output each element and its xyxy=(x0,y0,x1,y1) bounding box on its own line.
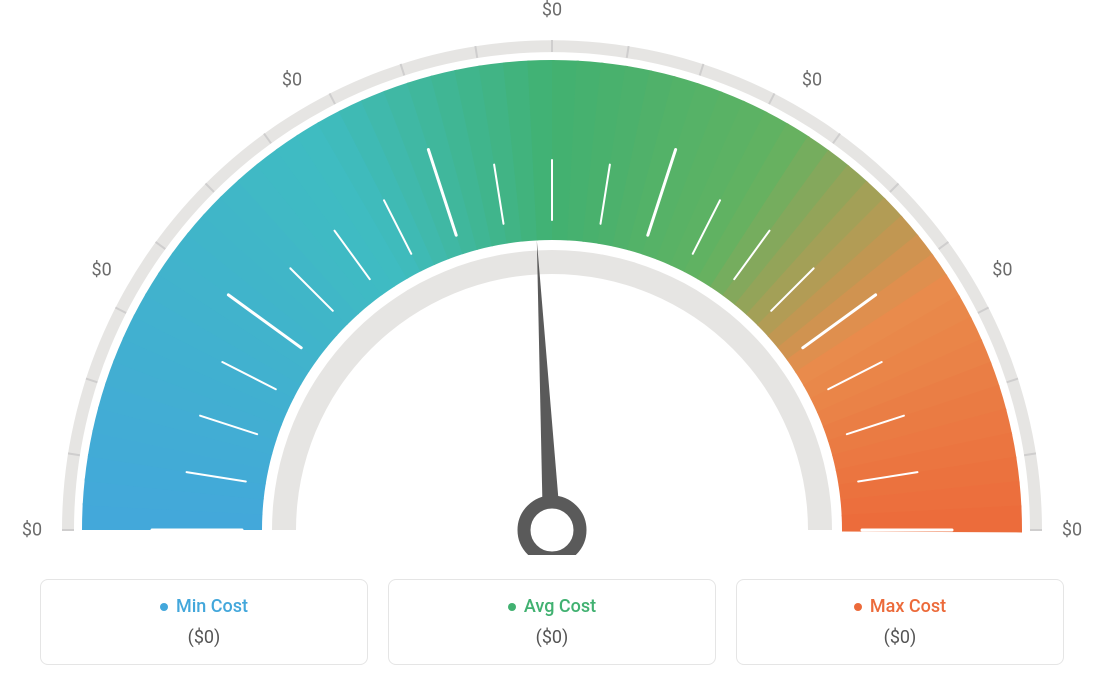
legend-card: Avg Cost ($0) xyxy=(388,579,716,666)
legend-card-value: ($0) xyxy=(749,627,1051,648)
legend-card-title: Min Cost xyxy=(160,596,248,617)
gauge-scale-label: $0 xyxy=(992,260,1012,281)
gauge-scale-label: $0 xyxy=(542,0,562,21)
legend-card-value: ($0) xyxy=(401,627,703,648)
legend-dot-icon xyxy=(160,603,168,611)
legend-card-label: Max Cost xyxy=(870,596,946,617)
gauge-needle xyxy=(537,240,561,530)
gauge-scale-label: $0 xyxy=(1062,520,1082,541)
legend-card-value: ($0) xyxy=(53,627,355,648)
legend-card-label: Avg Cost xyxy=(524,596,596,617)
gauge-chart: $0 $0 $0 $0 $0 $0 $0 xyxy=(0,0,1104,555)
legend-row: Min Cost ($0) Avg Cost ($0) Max Cost ($0) xyxy=(0,579,1104,690)
gauge-scale-label: $0 xyxy=(282,69,302,90)
gauge-scale-label: $0 xyxy=(22,520,42,541)
legend-dot-icon xyxy=(508,603,516,611)
gauge-scale-label: $0 xyxy=(802,69,822,90)
legend-card: Min Cost ($0) xyxy=(40,579,368,666)
legend-card-label: Min Cost xyxy=(176,596,248,617)
gauge-scale-label: $0 xyxy=(92,260,112,281)
legend-card-title: Avg Cost xyxy=(508,596,596,617)
gauge-needle-hub xyxy=(524,502,580,555)
legend-card-title: Max Cost xyxy=(854,596,946,617)
legend-dot-icon xyxy=(854,603,862,611)
gauge-svg xyxy=(0,0,1104,555)
legend-card: Max Cost ($0) xyxy=(736,579,1064,666)
